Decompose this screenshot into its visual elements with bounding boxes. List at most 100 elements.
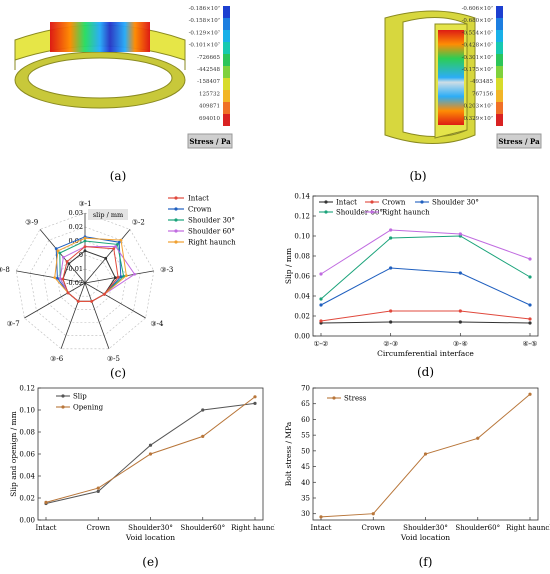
y-tick-label: 40 <box>301 479 310 487</box>
legend-label: Shoulder 60° <box>188 228 235 236</box>
radar-point <box>83 249 87 253</box>
radar-grid-ring <box>29 226 141 336</box>
x-tick-label: ④-⑤ <box>523 340 538 348</box>
x-tick-label: Shoulder30° <box>128 524 173 532</box>
series-line <box>45 396 256 503</box>
colorbar-b-title-box <box>496 133 542 149</box>
legend-label: Crown <box>188 206 212 214</box>
series-point <box>458 271 462 275</box>
series-point <box>148 443 153 447</box>
y-tick-label: 70 <box>301 385 310 393</box>
radar-tick-label: -0.01 <box>66 265 83 273</box>
legend-marker <box>324 200 328 204</box>
colorbar-a-title-box <box>187 133 233 149</box>
series-point <box>96 489 100 493</box>
x-axis-label: Circumferential interface <box>377 349 474 358</box>
legend-marker <box>370 200 374 204</box>
legend-label: Opening <box>73 404 104 412</box>
radar-point <box>113 276 117 280</box>
radar-axis-label: ③-7 <box>7 320 20 328</box>
y-tick-label: 0.10 <box>19 407 35 415</box>
y-tick-label: 0.08 <box>294 253 310 261</box>
radar-point <box>67 262 71 266</box>
series-point <box>319 272 323 276</box>
colorbar-label: -158407 <box>197 79 220 85</box>
y-axis-label: Slip / mm <box>284 248 293 284</box>
series-point <box>458 232 462 236</box>
panel-e-line-chart: 0.00 0.02 0.04 0.06 0.08 0.10 0.12 Intact Crown S… <box>9 385 275 570</box>
colorbar-label: 767156 <box>472 91 493 97</box>
radar-axis-label: ③-6 <box>50 355 64 363</box>
legend-label: Intact <box>336 199 357 207</box>
series-point <box>528 303 532 307</box>
x-tick-label: ①-② <box>314 340 329 348</box>
ring-a-side <box>14 40 186 70</box>
x-tick-label: Intact <box>311 524 332 532</box>
series-line <box>320 310 531 322</box>
series-point <box>319 319 323 323</box>
panel-label: (f) <box>419 555 433 569</box>
radar-axis-label: ③-1 <box>78 200 91 208</box>
panel-label-b: (b) <box>409 169 426 183</box>
y-tick-label: 0.02 <box>294 313 310 321</box>
radar-point <box>83 239 87 243</box>
series-line <box>320 393 531 518</box>
legend-label: Shoulder 30° <box>188 217 235 225</box>
legend-marker <box>174 240 178 244</box>
colorbar-label: 0.329×10⁷ <box>463 115 493 122</box>
legend-marker <box>61 405 65 409</box>
radar-axis <box>84 282 146 319</box>
radar-point <box>104 256 108 260</box>
x-tick-label: Crown <box>362 524 386 532</box>
y-tick-label: 0.08 <box>19 429 35 437</box>
legend-marker <box>332 396 336 400</box>
colorbar-a <box>223 6 230 126</box>
panel-label-c: (c) <box>110 366 126 380</box>
radar-point <box>115 242 119 246</box>
y-tick-label: 0.06 <box>19 451 35 459</box>
radar-point <box>65 260 69 263</box>
radar-axis <box>84 229 131 284</box>
series-point <box>96 486 100 490</box>
series-line <box>320 229 531 275</box>
colorbar-label: -0.101×10⁷ <box>189 42 221 49</box>
radar-point <box>124 274 128 278</box>
radar-series-line <box>62 246 119 302</box>
legend-marker <box>174 207 178 211</box>
y-tick-label: 50 <box>301 447 310 455</box>
series-point <box>528 392 532 396</box>
y-tick-label: 0.04 <box>294 293 310 301</box>
x-tick-label: Shoulder60° <box>455 524 500 532</box>
radar-point <box>114 245 117 248</box>
panel-c-radar-chart: ③-1③-2③-3③-4③-5③-6③-7③-8③-90.030.020.010… <box>0 195 236 381</box>
series-line <box>320 267 531 306</box>
legend-label: Shoulder 60° <box>336 209 383 217</box>
radar-point <box>56 276 59 280</box>
panel-a-contour: -0.186×10⁷ -0.158×10⁷ -0.129×10⁷ -0.101×10⁷… <box>14 5 233 183</box>
colorbar-label: -493485 <box>470 79 493 85</box>
y-tick-label: 60 <box>301 416 310 424</box>
colorbar-label: -0.158×10⁷ <box>189 17 221 24</box>
radar-point <box>62 255 65 259</box>
radar-point <box>76 300 80 303</box>
series-point <box>458 320 462 324</box>
x-tick-label: ②-③ <box>383 340 398 348</box>
radar-point <box>54 247 58 251</box>
colorbar-label: -0.606×10⁷ <box>462 5 494 12</box>
y-tick-label: 55 <box>301 432 310 440</box>
y-tick-label: 0.12 <box>19 385 35 393</box>
series-line <box>320 321 531 324</box>
radar-axis-label: ③-4 <box>150 320 164 328</box>
legend-marker <box>174 218 178 222</box>
colorbar-label: -0.129×10⁷ <box>189 29 221 36</box>
colorbar-label: -0.554×10⁷ <box>462 29 494 36</box>
series-point <box>389 236 393 240</box>
legend-marker <box>61 394 65 398</box>
colorbar-label: 409871 <box>199 104 220 110</box>
y-tick-label: 0.14 <box>294 193 310 201</box>
radar-point <box>90 300 94 303</box>
panel-label: (d) <box>417 365 434 379</box>
y-tick-label: 0.02 <box>19 495 35 503</box>
x-tick-label: Crown <box>87 524 111 532</box>
radar-point <box>133 272 137 276</box>
